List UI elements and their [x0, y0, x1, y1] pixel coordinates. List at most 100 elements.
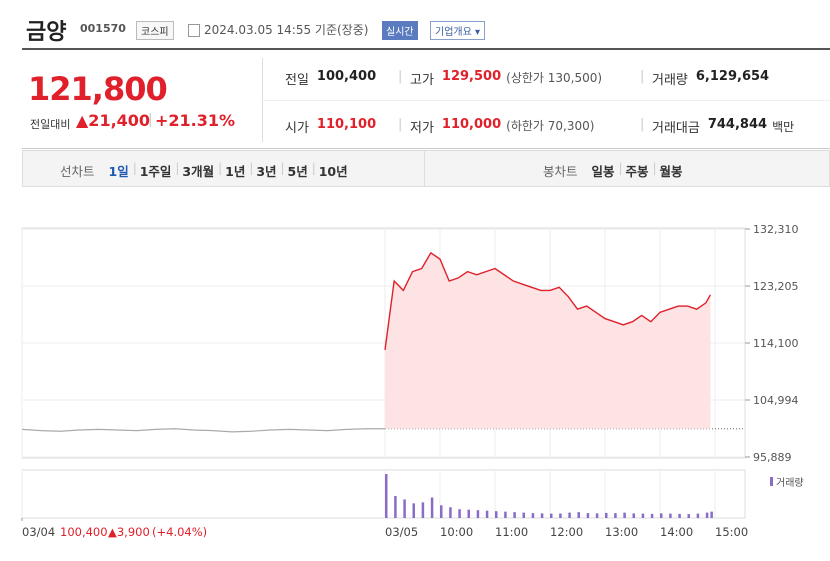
x-tick-label: 11:00: [495, 525, 528, 539]
volume-bar: [495, 511, 498, 518]
separator: |: [132, 161, 137, 175]
volume-bar: [476, 510, 480, 518]
volume-bar: [559, 513, 562, 518]
period-tab[interactable]: 1주일: [139, 164, 172, 179]
volume-bar: [687, 514, 690, 518]
stock-name: 금양: [26, 20, 67, 45]
y-tick-label: 132,310: [753, 223, 799, 236]
legend-change: ▲3,900: [108, 525, 150, 539]
volume-bar: [669, 513, 672, 518]
period-tab[interactable]: 1일: [108, 164, 129, 179]
volume-bar: [632, 513, 635, 518]
stat-value: 100,400: [316, 69, 377, 84]
stat-value: 110,100: [316, 117, 377, 132]
x-tick-label: 12:00: [550, 525, 583, 539]
calendar-icon: [188, 24, 200, 37]
x-tick-label: 14:00: [660, 525, 693, 539]
company-info-button[interactable]: 기업개요 ▾: [430, 21, 486, 40]
separator: |: [311, 161, 316, 175]
volume-bar: [449, 507, 452, 518]
top-rule: [22, 48, 830, 50]
period-tab[interactable]: 1년: [225, 164, 246, 179]
volume-bar: [614, 513, 617, 518]
separator: |: [640, 117, 645, 132]
y-tick-label: 123,205: [753, 280, 799, 293]
x-tick-label: 13:00: [605, 525, 638, 539]
volume-bar: [412, 503, 415, 518]
volume-bar: [403, 499, 406, 518]
legend-date: 03/04: [22, 525, 55, 539]
separator: |: [640, 69, 645, 84]
prev-day-line: [21, 428, 385, 433]
change-label: 전일대비: [30, 118, 71, 131]
price-line: [384, 251, 712, 350]
divider: [262, 100, 830, 101]
separator: |: [652, 161, 657, 175]
volume-bar: [595, 513, 599, 518]
tab-bar: [22, 150, 830, 187]
x-tick-label: 03/05: [385, 525, 418, 539]
separator: |: [398, 69, 403, 84]
y-tick-label: 95,889: [753, 451, 792, 464]
volume-bar: [605, 512, 608, 518]
volume-bar: [623, 512, 626, 518]
tab-group-label: 봉차트: [543, 164, 578, 179]
volume-bar: [660, 513, 663, 518]
candle-tab[interactable]: 주봉: [625, 164, 649, 179]
volume-bar: [485, 510, 489, 518]
period-tab[interactable]: 10년: [318, 164, 348, 179]
stat-note: (하한가 70,300): [506, 119, 595, 133]
stat-value: 129,500: [441, 69, 502, 84]
volume-bar: [705, 512, 709, 518]
separator: |: [175, 161, 180, 175]
volume-bar: [458, 509, 461, 518]
market-badge: 코스피: [136, 21, 174, 40]
volume-bar: [678, 513, 681, 518]
y-tick-label: 114,100: [753, 337, 799, 350]
separator: |: [218, 161, 223, 175]
timestamp: 2024.03.05 14:55 기준(장중): [204, 23, 369, 37]
change-percent: +21.31%: [155, 111, 236, 130]
period-tab[interactable]: 3개월: [182, 164, 215, 179]
stat-value: 110,000: [441, 117, 502, 132]
volume-bar: [513, 512, 516, 518]
stock-code: 001570: [80, 22, 126, 35]
separator: |: [148, 112, 153, 128]
divider: [424, 151, 425, 186]
stat-label: 시가: [285, 121, 309, 136]
quote-panel: [22, 50, 830, 149]
legend-close: 100,400: [60, 525, 108, 539]
volume-frame: [21, 469, 746, 519]
volume-bar: [504, 511, 507, 518]
volume-bar: [522, 512, 525, 518]
volume-bar: [540, 513, 544, 518]
stat-unit: 백만: [772, 120, 795, 134]
period-tab[interactable]: 3년: [256, 164, 277, 179]
volume-bar: [440, 505, 443, 518]
stat-value: 6,129,654: [695, 69, 770, 84]
stat-label: 거래량: [652, 73, 688, 88]
volume-bar: [550, 513, 553, 518]
stat-label: 전일: [285, 73, 309, 88]
volume-bar: [430, 497, 434, 518]
volume-bar: [531, 513, 535, 518]
tab-group-label: 선차트: [60, 164, 95, 179]
candle-tab[interactable]: 월봉: [659, 164, 683, 179]
volume-bar: [577, 512, 580, 518]
change-amount: ▲21,400: [76, 111, 151, 130]
separator: |: [280, 161, 285, 175]
company-info-label: 기업개요: [435, 27, 472, 38]
realtime-badge[interactable]: 실시간: [382, 21, 418, 40]
y-tick-label: 104,994: [753, 394, 799, 407]
volume-bar: [394, 496, 397, 518]
period-tab[interactable]: 5년: [287, 164, 308, 179]
volume-bar: [650, 513, 654, 518]
volume-bar: [385, 474, 388, 518]
volume-bar: [641, 513, 645, 518]
volume-bar: [696, 513, 700, 518]
x-tick-label: 10:00: [440, 525, 473, 539]
x-tick-label: 15:00: [715, 525, 748, 539]
candle-tab[interactable]: 일봉: [591, 164, 615, 179]
